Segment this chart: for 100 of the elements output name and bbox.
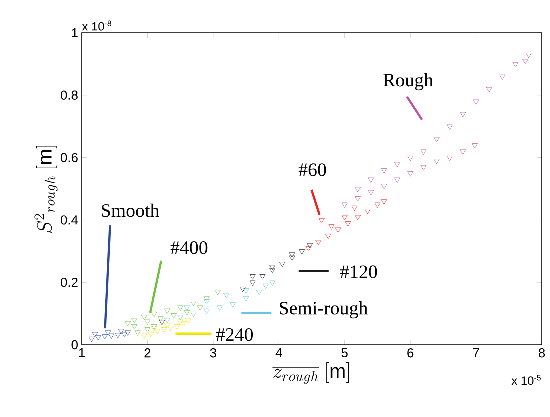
x-tick-label: 8 bbox=[538, 348, 546, 358]
point bbox=[270, 265, 276, 270]
point bbox=[88, 336, 95, 342]
point bbox=[118, 329, 124, 334]
point bbox=[260, 274, 266, 280]
point bbox=[144, 320, 151, 325]
annotation: #60 bbox=[298, 164, 326, 176]
point bbox=[158, 316, 164, 322]
point bbox=[263, 284, 269, 290]
point bbox=[243, 296, 250, 302]
annotation: Rough bbox=[384, 73, 434, 91]
point bbox=[161, 328, 168, 333]
point bbox=[102, 334, 108, 340]
point bbox=[342, 215, 348, 220]
point bbox=[381, 168, 388, 174]
annotation: #120 bbox=[340, 266, 378, 278]
point bbox=[500, 74, 506, 80]
point bbox=[270, 268, 276, 274]
text: x 10$^{-8}$ bbox=[82, 20, 112, 31]
point bbox=[270, 280, 276, 286]
point bbox=[355, 187, 361, 192]
point bbox=[154, 329, 161, 334]
point bbox=[256, 290, 262, 296]
point bbox=[159, 320, 166, 326]
point bbox=[250, 274, 256, 280]
y-tick-label: 0.6 bbox=[60, 153, 78, 162]
point bbox=[178, 320, 184, 325]
point bbox=[180, 321, 187, 327]
point bbox=[394, 162, 400, 168]
text: x 10$^{-5}$ bbox=[512, 375, 541, 386]
point bbox=[164, 318, 170, 324]
point bbox=[230, 302, 236, 308]
point bbox=[460, 112, 466, 118]
point bbox=[144, 328, 151, 333]
point bbox=[486, 87, 492, 93]
point bbox=[141, 315, 148, 320]
point bbox=[243, 288, 250, 294]
point bbox=[148, 332, 154, 338]
point bbox=[250, 280, 256, 286]
point bbox=[92, 332, 98, 338]
point bbox=[141, 334, 148, 340]
point bbox=[122, 332, 128, 338]
x-tick-label: 6 bbox=[408, 348, 414, 358]
point bbox=[420, 165, 427, 171]
point bbox=[132, 318, 138, 324]
point bbox=[134, 330, 141, 336]
annotation: Semi-rough bbox=[280, 301, 368, 319]
y-axis-title: $S^{2}{}_{rough}\ [\mathrm{m}]$ bbox=[34, 146, 58, 234]
y-tick-label: 1 bbox=[72, 28, 78, 38]
point bbox=[215, 290, 221, 296]
point bbox=[306, 246, 312, 252]
point bbox=[151, 312, 158, 318]
point bbox=[105, 330, 112, 336]
point bbox=[460, 150, 466, 155]
point bbox=[115, 333, 122, 338]
point bbox=[168, 326, 174, 332]
point bbox=[328, 224, 335, 230]
point bbox=[108, 334, 115, 340]
point bbox=[204, 300, 210, 305]
point bbox=[473, 100, 480, 106]
point bbox=[394, 178, 400, 184]
point bbox=[472, 144, 478, 149]
point bbox=[335, 228, 342, 233]
annotation: #240 bbox=[216, 328, 254, 342]
point bbox=[204, 296, 210, 302]
point bbox=[420, 150, 427, 155]
point bbox=[352, 206, 358, 212]
point bbox=[184, 306, 190, 311]
x-tick-label: 3 bbox=[210, 348, 216, 358]
point bbox=[381, 184, 388, 190]
point bbox=[190, 301, 197, 306]
x-tick-label: 1 bbox=[79, 348, 85, 358]
point bbox=[355, 215, 361, 220]
point bbox=[197, 306, 204, 311]
point bbox=[318, 218, 325, 224]
point bbox=[408, 156, 414, 162]
point bbox=[512, 62, 519, 68]
point bbox=[307, 243, 313, 249]
point bbox=[279, 262, 286, 268]
point bbox=[217, 306, 223, 311]
point bbox=[289, 256, 296, 262]
point bbox=[178, 315, 184, 320]
point bbox=[447, 124, 453, 130]
point bbox=[342, 202, 348, 208]
point bbox=[355, 196, 361, 202]
point bbox=[325, 234, 332, 240]
point bbox=[178, 306, 184, 311]
point bbox=[381, 200, 388, 205]
point bbox=[434, 159, 440, 164]
point bbox=[185, 318, 192, 324]
point bbox=[164, 322, 170, 328]
point bbox=[132, 324, 138, 330]
x-axis-title: $\overline{z_{rough}}\ [\mathrm{m}]$ bbox=[272, 362, 350, 384]
y-tick-label: 0 bbox=[72, 340, 78, 350]
point bbox=[125, 321, 131, 327]
point bbox=[125, 330, 131, 336]
point bbox=[447, 156, 453, 162]
point bbox=[164, 308, 170, 314]
point bbox=[526, 53, 532, 58]
point bbox=[364, 209, 371, 214]
